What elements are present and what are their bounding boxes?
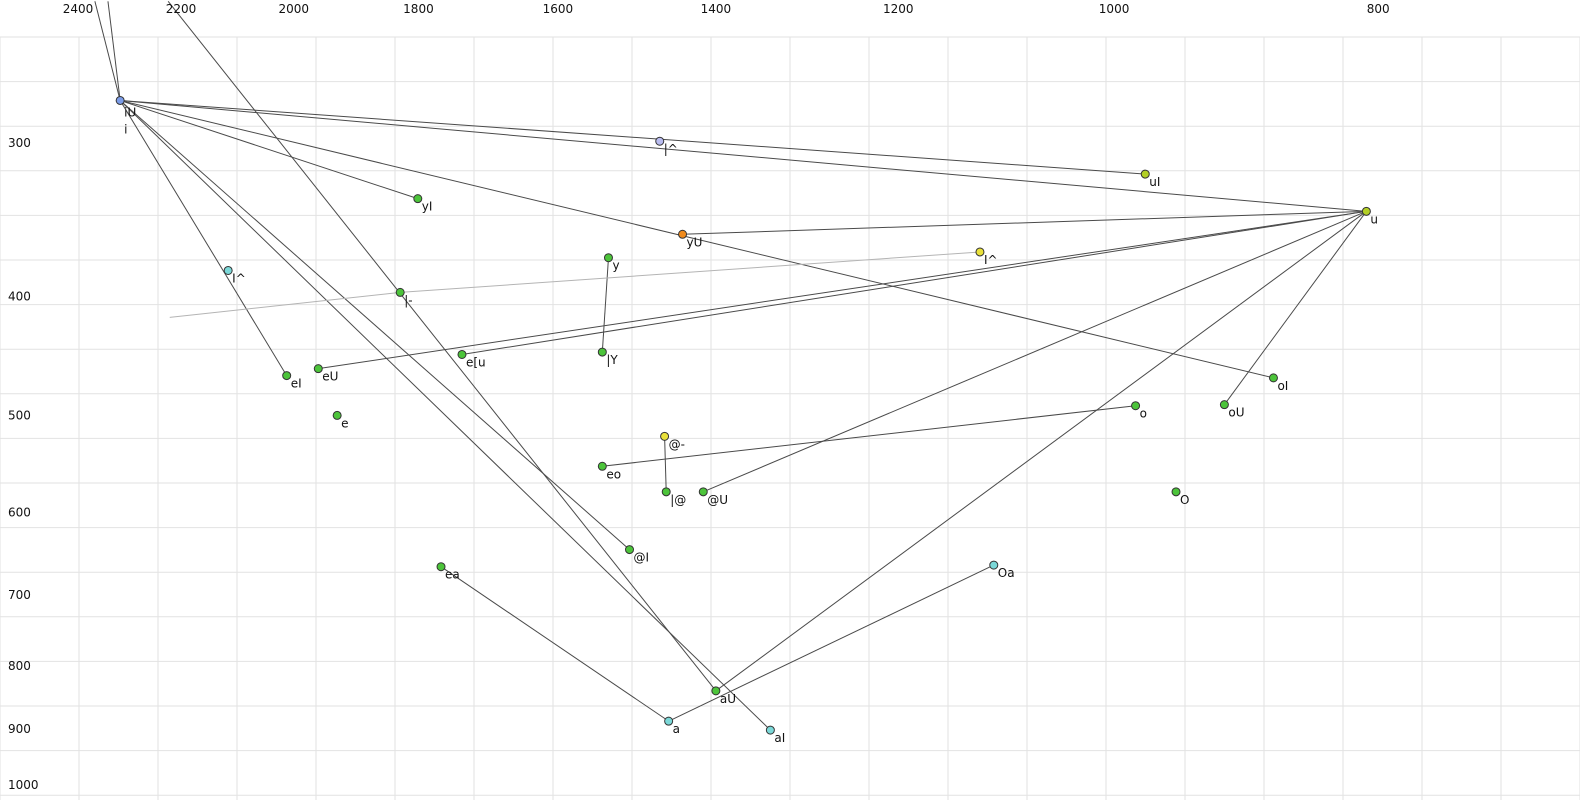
trajectory-line bbox=[120, 99, 1367, 212]
y-tick-label: 800 bbox=[8, 659, 31, 673]
vowel-point-|@[interactable] bbox=[661, 487, 671, 497]
vowel-point-I^[interactable] bbox=[975, 247, 985, 257]
x-tick-label: 1000 bbox=[1099, 2, 1130, 16]
vowel-point-e[u[interactable] bbox=[457, 349, 467, 359]
trajectory-line bbox=[107, 1, 121, 101]
vowel-label: |^ bbox=[664, 142, 678, 156]
vowel-label: aU bbox=[720, 692, 736, 706]
vowel-label: @I bbox=[634, 551, 650, 565]
vowel-label: eI bbox=[291, 377, 302, 391]
vowel-point-Oa[interactable] bbox=[989, 560, 999, 570]
trajectory-line bbox=[169, 291, 401, 318]
trajectory-line bbox=[119, 100, 771, 731]
vowel-point-ea[interactable] bbox=[436, 562, 446, 572]
trajectory-line bbox=[120, 99, 1146, 175]
x-tick-label: 1800 bbox=[403, 2, 434, 16]
vowel-label: ea bbox=[445, 568, 460, 582]
y-tick-label: 900 bbox=[8, 722, 31, 736]
vowel-label: @- bbox=[669, 437, 685, 451]
y-tick-label: 700 bbox=[8, 588, 31, 602]
vowel-label: @U bbox=[707, 493, 728, 507]
vowel-point-a[interactable] bbox=[664, 716, 674, 726]
vowel-point-iU[interactable] bbox=[115, 95, 125, 105]
vowel-point-y[interactable] bbox=[603, 253, 613, 263]
trajectory-line bbox=[318, 210, 1367, 370]
vowel-label: e bbox=[341, 416, 348, 430]
trajectory-line bbox=[664, 436, 667, 492]
x-tick-label: 1200 bbox=[883, 2, 914, 16]
vowel-point-yU[interactable] bbox=[678, 229, 688, 239]
trajectory-line bbox=[167, 0, 717, 692]
vowel-label: eo bbox=[606, 467, 621, 481]
trajectory-line bbox=[440, 566, 669, 722]
vowel-label: |- bbox=[404, 293, 412, 307]
vowel-label: yI bbox=[422, 200, 433, 214]
trajectory-line bbox=[703, 210, 1367, 493]
vowel-label: a bbox=[673, 722, 680, 736]
vowel-label: I^ bbox=[232, 271, 246, 285]
vowel-point-aI[interactable] bbox=[765, 725, 775, 735]
vowel-label: |Y bbox=[606, 353, 618, 367]
vowel-label: u bbox=[1370, 212, 1378, 226]
vowel-label: e[u bbox=[466, 355, 486, 369]
trajectory-line bbox=[601, 257, 609, 353]
vowel-label: o bbox=[1140, 407, 1147, 421]
trajectory-line bbox=[715, 210, 1367, 692]
trajectory-line bbox=[94, 1, 121, 101]
vowel-label: i bbox=[124, 122, 127, 136]
vowel-point-|^[interactable] bbox=[655, 136, 665, 146]
y-tick-label: 400 bbox=[8, 289, 31, 303]
trajectory-line bbox=[461, 210, 1367, 355]
vowel-point-uI[interactable] bbox=[1140, 169, 1150, 179]
x-tick-label: 2200 bbox=[166, 2, 197, 16]
y-tick-label: 500 bbox=[8, 408, 31, 422]
vowel-point-|-[interactable] bbox=[395, 287, 405, 297]
vowel-point-eI[interactable] bbox=[282, 371, 292, 381]
trajectory-line bbox=[602, 405, 1136, 467]
vowel-point-eU[interactable] bbox=[313, 364, 323, 374]
x-tick-label: 2000 bbox=[278, 2, 309, 16]
vowel-point-oU[interactable] bbox=[1219, 400, 1229, 410]
vowel-point-o[interactable] bbox=[1131, 401, 1141, 411]
vowel-label: oU bbox=[1228, 406, 1244, 420]
vowel-label: uI bbox=[1149, 175, 1160, 189]
trajectory-line bbox=[400, 251, 980, 293]
vowel-label: oI bbox=[1277, 379, 1288, 393]
vowel-point-e[interactable] bbox=[332, 410, 342, 420]
vowel-label: O bbox=[1180, 493, 1189, 507]
vowel-point-oI[interactable] bbox=[1268, 373, 1278, 383]
x-tick-label: 800 bbox=[1367, 2, 1390, 16]
x-tick-label: 2400 bbox=[63, 2, 94, 16]
vowel-point-u[interactable] bbox=[1361, 206, 1371, 216]
vowel-point-@I[interactable] bbox=[625, 545, 635, 555]
vowel-point-eo[interactable] bbox=[597, 461, 607, 471]
trajectory-line bbox=[1223, 211, 1367, 405]
vowel-point-I^[interactable] bbox=[223, 265, 233, 275]
y-tick-label: 1000 bbox=[8, 778, 39, 792]
vowel-label: Oa bbox=[998, 566, 1015, 580]
y-tick-label: 600 bbox=[8, 506, 31, 520]
vowel-label: yU bbox=[687, 235, 703, 249]
trajectory-line bbox=[682, 210, 1367, 235]
vowel-point-|Y[interactable] bbox=[597, 347, 607, 357]
vowel-point-@U[interactable] bbox=[698, 487, 708, 497]
vowel-point-@-[interactable] bbox=[660, 431, 670, 441]
vowel-label: |@ bbox=[670, 493, 686, 507]
x-tick-label: 1400 bbox=[701, 2, 732, 16]
vowel-label: I^ bbox=[984, 253, 998, 267]
x-tick-label: 1600 bbox=[543, 2, 574, 16]
trajectory-line bbox=[668, 564, 994, 722]
vowel-label: y bbox=[612, 259, 619, 273]
vowel-point-O[interactable] bbox=[1171, 487, 1181, 497]
vowel-label: iU bbox=[124, 105, 136, 119]
vowel-point-yI[interactable] bbox=[413, 194, 423, 204]
vowel-label: aI bbox=[774, 731, 785, 745]
trajectory-line bbox=[120, 99, 418, 200]
vowel-point-aU[interactable] bbox=[711, 686, 721, 696]
vowel-label: eU bbox=[322, 370, 338, 384]
trajectory-line bbox=[119, 100, 288, 376]
y-tick-label: 300 bbox=[8, 136, 31, 150]
